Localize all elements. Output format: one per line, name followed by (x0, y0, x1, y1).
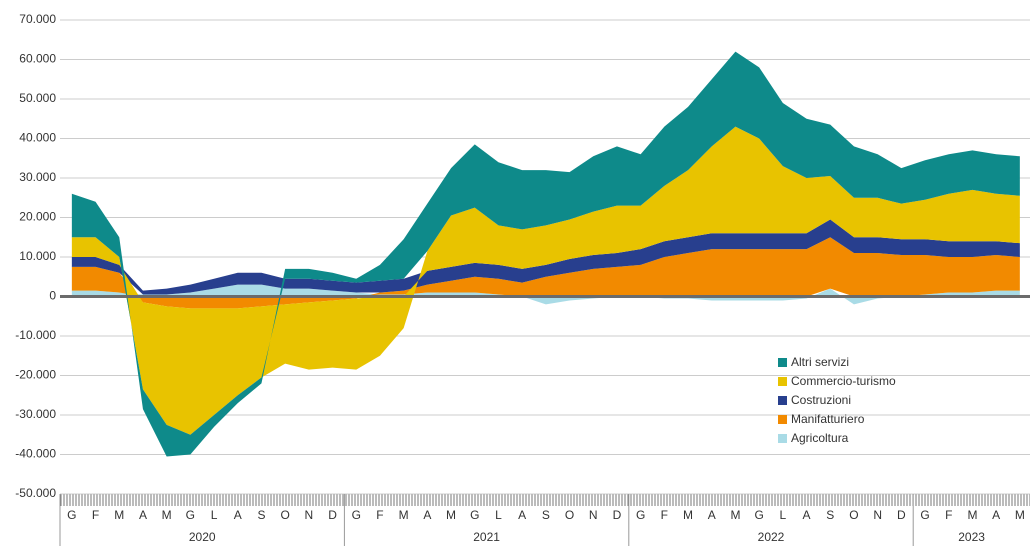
x-tick-label: G (636, 508, 645, 522)
x-tick-label: G (754, 508, 763, 522)
x-tick-label: G (920, 508, 929, 522)
x-tick-label: D (897, 508, 906, 522)
x-tick-label: A (992, 508, 1000, 522)
area (71, 284, 1020, 305)
area (71, 219, 1020, 295)
x-tick-label: M (162, 508, 172, 522)
area (71, 126, 1020, 435)
y-tick-label: -30.000 (15, 407, 56, 421)
x-tick-label: F (945, 508, 952, 522)
legend-swatch (778, 358, 787, 367)
y-tick-label: -50.000 (15, 486, 56, 500)
y-tick-label: -20.000 (15, 368, 56, 382)
legend-swatch (778, 415, 787, 424)
y-tick-label: 30.000 (19, 170, 56, 184)
legend-label: Agricoltura (791, 431, 849, 445)
y-tick-label: 40.000 (19, 131, 56, 145)
day-ticks (60, 494, 1030, 506)
x-tick-label: M (399, 508, 409, 522)
x-tick-label: M (446, 508, 456, 522)
year-label: 2023 (958, 530, 985, 544)
x-tick-label: G (67, 508, 76, 522)
x-tick-label: O (565, 508, 574, 522)
x-tick-label: S (826, 508, 834, 522)
legend-label: Commercio-turismo (791, 374, 896, 388)
x-tick-label: A (803, 508, 811, 522)
area (71, 237, 1020, 309)
area (71, 51, 1020, 457)
legend-label: Altri servizi (791, 355, 849, 369)
legend-swatch (778, 377, 787, 386)
y-tick-label: 50.000 (19, 91, 56, 105)
y-tick-label: 20.000 (19, 210, 56, 224)
x-tick-label: M (1015, 508, 1025, 522)
x-tick-label: G (186, 508, 195, 522)
x-tick-label: A (423, 508, 431, 522)
legend-label: Manifatturiero (791, 412, 865, 426)
y-tick-label: 0 (49, 289, 56, 303)
legend-swatch (778, 396, 787, 405)
legend-label: Costruzioni (791, 393, 851, 407)
x-tick-label: F (92, 508, 99, 522)
x-tick-label: L (211, 508, 218, 522)
y-tick-label: 60.000 (19, 52, 56, 66)
x-tick-label: F (661, 508, 668, 522)
x-tick-label: F (376, 508, 383, 522)
y-tick-label: -40.000 (15, 447, 56, 461)
x-tick-label: A (708, 508, 716, 522)
x-tick-label: N (589, 508, 598, 522)
x-tick-label: N (305, 508, 314, 522)
x-tick-label: G (352, 508, 361, 522)
x-tick-label: S (257, 508, 265, 522)
x-tick-label: O (280, 508, 289, 522)
x-tick-label: D (613, 508, 622, 522)
y-tick-label: -10.000 (15, 328, 56, 342)
x-tick-label: L (495, 508, 502, 522)
year-label: 2020 (189, 530, 216, 544)
x-tick-label: A (234, 508, 242, 522)
x-tick-label: A (518, 508, 526, 522)
x-tick-label: L (780, 508, 787, 522)
y-tick-label: 10.000 (19, 249, 56, 263)
plot-area (71, 51, 1020, 457)
x-tick-label: M (114, 508, 124, 522)
x-tick-label: N (873, 508, 882, 522)
x-tick-label: A (139, 508, 147, 522)
x-tick-label: S (542, 508, 550, 522)
x-tick-label: O (849, 508, 858, 522)
x-tick-label: D (328, 508, 337, 522)
x-tick-label: G (470, 508, 479, 522)
year-label: 2022 (758, 530, 785, 544)
y-tick-label: 70.000 (19, 12, 56, 26)
x-tick-label: M (683, 508, 693, 522)
x-tick-label: M (967, 508, 977, 522)
x-tick-label: M (730, 508, 740, 522)
legend-swatch (778, 434, 787, 443)
year-label: 2021 (473, 530, 500, 544)
